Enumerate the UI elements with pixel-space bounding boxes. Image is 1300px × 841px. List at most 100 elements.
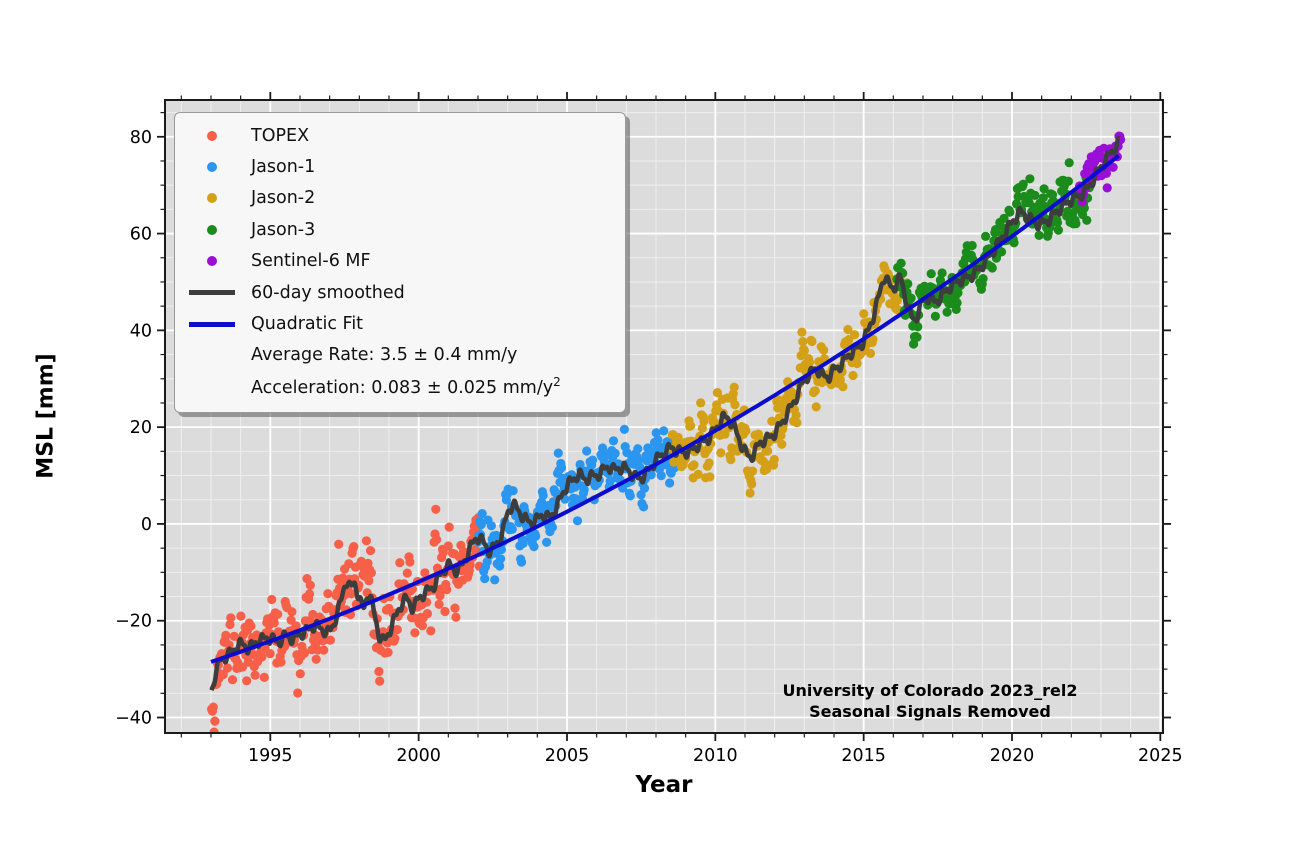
scatter-point <box>287 607 297 617</box>
legend-marker-dot <box>207 256 217 267</box>
scatter-point <box>673 432 683 442</box>
scatter-point <box>375 676 385 686</box>
legend-entry-jason-2: Jason-2 <box>185 183 615 214</box>
legend-swatch <box>185 224 239 235</box>
scatter-point <box>865 348 876 358</box>
legend-marker-dot <box>207 162 217 173</box>
scatter-point <box>295 669 305 679</box>
scatter-point <box>953 288 963 298</box>
legend-entry-quadratic-fit: Quadratic Fit <box>185 308 615 339</box>
scatter-point <box>547 522 558 532</box>
scatter-point <box>868 334 878 344</box>
scatter-point <box>442 585 452 595</box>
scatter-point <box>438 547 448 558</box>
scatter-point <box>440 606 450 617</box>
scatter-point <box>477 508 487 519</box>
scatter-point <box>937 268 947 278</box>
legend-entry-60-day-smoothed: 60-day smoothed <box>185 277 615 308</box>
scatter-point <box>1038 193 1048 203</box>
scatter-point <box>1064 158 1074 168</box>
scatter-point <box>1102 183 1112 193</box>
scatter-point <box>686 421 696 431</box>
scatter-point <box>246 621 256 631</box>
scatter-point <box>435 591 445 601</box>
scatter-point <box>705 472 715 482</box>
scatter-point <box>835 374 846 385</box>
scatter-point <box>557 463 567 473</box>
y-tick-label-0: 0 <box>141 515 152 535</box>
scatter-point <box>773 403 783 413</box>
scatter-point <box>852 358 862 369</box>
scatter-point <box>490 575 500 585</box>
axis-ticks <box>157 92 1171 741</box>
scatter-point <box>542 537 552 547</box>
scatter-point <box>334 539 344 549</box>
scatter-point <box>656 471 666 481</box>
scatter-point <box>797 327 807 337</box>
scatter-point <box>476 520 486 530</box>
legend-marker-dot <box>207 224 217 235</box>
scatter-point <box>978 274 988 284</box>
scatter-point <box>848 370 858 381</box>
x-tick-label-2010: 2010 <box>693 746 738 766</box>
x-tick-label-2015: 2015 <box>841 746 886 766</box>
legend-label: TOPEX <box>251 125 310 146</box>
scatter-point <box>227 675 238 685</box>
scatter-point <box>748 466 758 476</box>
scatter-point <box>299 648 309 658</box>
scatter-point <box>269 618 279 628</box>
annotation-line-1: University of Colorado 2023_rel2 <box>782 681 1078 700</box>
scatter-point <box>480 574 490 584</box>
scatter-point <box>799 346 810 356</box>
source-annotation: University of Colorado 2023_rel2 Seasona… <box>700 680 1160 722</box>
y-tick-label--40: −40 <box>115 709 152 729</box>
scatter-point <box>346 589 356 599</box>
scatter-point <box>1082 215 1092 225</box>
scatter-point <box>420 568 430 578</box>
scatter-point <box>619 424 630 434</box>
scatter-point <box>987 263 997 273</box>
legend-marker-dot <box>207 130 217 141</box>
scatter-point <box>507 524 517 534</box>
legend-marker-dot <box>207 193 217 204</box>
scatter-point <box>572 516 583 526</box>
scatter-point <box>729 382 739 392</box>
scatter-point <box>508 486 518 496</box>
scatter-point <box>426 626 436 636</box>
scatter-point <box>325 635 335 645</box>
scatter-point <box>850 330 860 340</box>
scatter-point <box>622 448 632 458</box>
scatter-point <box>349 542 359 552</box>
scatter-point <box>745 488 755 498</box>
scatter-point <box>608 436 619 446</box>
scatter-point <box>859 309 869 319</box>
legend-swatch <box>185 321 239 327</box>
scatter-point <box>374 666 384 677</box>
scatter-point <box>390 634 400 644</box>
scatter-point <box>443 541 453 551</box>
scatter-point <box>996 247 1007 257</box>
scatter-point <box>538 490 548 500</box>
scatter-point <box>906 293 916 303</box>
scatter-point <box>451 612 461 622</box>
scatter-point <box>639 483 650 493</box>
legend-swatch <box>185 256 239 267</box>
scatter-point <box>610 448 620 458</box>
scatter-point <box>999 213 1009 223</box>
scatter-point <box>267 594 277 605</box>
y-tick-label-20: 20 <box>130 418 152 438</box>
legend-swatch <box>185 193 239 204</box>
scatter-point <box>767 416 777 426</box>
legend-entry-jason-3: Jason-3 <box>185 214 615 245</box>
scatter-point <box>323 589 333 599</box>
scatter-point <box>712 388 723 398</box>
scatter-point <box>625 491 635 501</box>
scatter-point <box>689 460 699 470</box>
legend-swatch <box>185 130 239 141</box>
y-axis-label: MSL [mm] <box>33 353 59 479</box>
scatter-point <box>365 546 376 556</box>
scatter-point <box>967 240 977 251</box>
axes-spines <box>164 99 1164 734</box>
scatter-point <box>763 446 773 456</box>
scatter-point <box>1063 176 1073 186</box>
